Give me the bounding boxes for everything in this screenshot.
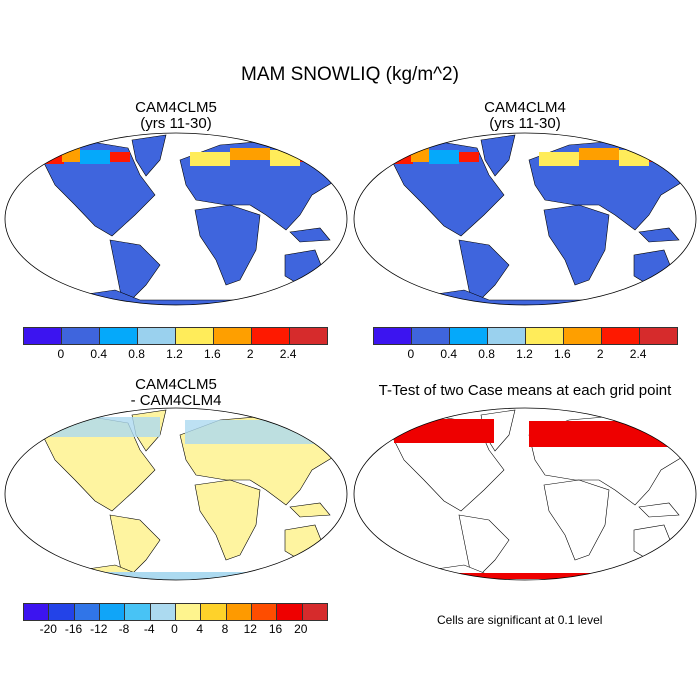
colorbar-tick-label: 0.8 (128, 347, 145, 361)
panel-title-clm4: CAM4CLM4 (yrs 11-30) (375, 100, 675, 132)
panel-subtitle: (yrs 11-30) (489, 115, 561, 132)
panel-title: CAM4CLM5 (135, 376, 217, 393)
colorbar-tick-label: 20 (294, 622, 308, 636)
colorbar-tick-label: 0 (57, 347, 65, 361)
colorbar-tick-label: 0 (171, 622, 178, 636)
colorbar-swatch (150, 604, 176, 620)
colorbar-tick-label: -20 (39, 622, 57, 636)
colorbar-swatch (564, 328, 602, 344)
colorbar-tick-label: 2 (246, 347, 254, 361)
panel-title: CAM4CLM4 (484, 99, 566, 116)
colorbar-swatch (302, 604, 327, 620)
colorbar-tick-label: 2 (596, 347, 604, 361)
colorbar-swatch (201, 604, 227, 620)
colorbar-swatch (62, 328, 100, 344)
colorbar-tick-label: 1.6 (554, 347, 571, 361)
colorbar-tick-label: 2.4 (279, 347, 297, 361)
colorbar-swatch (412, 328, 450, 344)
colorbar-swatch (100, 328, 138, 344)
colorbar-tick-label: 0.8 (478, 347, 495, 361)
map-clm5 (4, 132, 348, 306)
panel-title: CAM4CLM5 (135, 99, 217, 116)
map-clm4 (353, 132, 697, 306)
colorbar-tick-label: 4 (196, 622, 204, 636)
colorbar-tick-label: 0 (407, 347, 415, 361)
colorbar-tick-label: 0.4 (90, 347, 108, 361)
colorbar-swatch (640, 328, 677, 344)
panel-subtitle: (yrs 11-30) (140, 115, 212, 132)
colorbar-swatch (176, 328, 214, 344)
colorbar-swatch (125, 604, 151, 620)
colorbar-swatch (74, 604, 100, 620)
colorbar-swatch (526, 328, 564, 344)
colorbar-tick-label: 8 (221, 622, 229, 636)
colorbar-tick-label: 2.4 (629, 347, 647, 361)
colorbar-swatch (602, 328, 640, 344)
colorbar-swatch (374, 328, 412, 344)
colorbar-tick-label: 1.2 (516, 347, 533, 361)
colorbar-tick-label: -12 (90, 622, 108, 636)
colorbar-diff (23, 603, 328, 621)
colorbar-ticks-clm5: 0 0.4 0.8 1.2 1.6 2 2.4 (23, 347, 326, 361)
colorbar-ticks-diff: -20 -16 -12 -8 -4 0 4 8 12 16 20 (23, 622, 326, 636)
colorbar-swatch (49, 604, 75, 620)
figure-title: MAM SNOWLIQ (kg/m^2) (241, 64, 459, 85)
colorbar-swatch (24, 604, 50, 620)
colorbar-ticks-clm4: 0 0.4 0.8 1.2 1.6 2 2.4 (373, 347, 676, 361)
colorbar-swatch (251, 604, 278, 620)
colorbar-tick-label: -4 (143, 622, 155, 636)
map-difference (4, 407, 348, 581)
colorbar-clm5 (23, 327, 328, 345)
colorbar-tick-label: -16 (64, 622, 83, 636)
colorbar-swatch (252, 328, 290, 344)
colorbar-swatch (214, 328, 252, 344)
colorbar-clm4 (373, 327, 678, 345)
colorbar-swatch (450, 328, 488, 344)
panel-title-ttest: T-Test of two Case means at each grid po… (378, 382, 672, 399)
colorbar-swatch (277, 604, 303, 620)
colorbar-tick-label: 16 (268, 622, 283, 636)
colorbar-swatch (138, 328, 176, 344)
colorbar-swatch (175, 604, 202, 620)
significance-note: Cells are significant at 0.1 level (437, 613, 603, 627)
panel-title-diff: CAM4CLM5 - CAM4CLM4 (26, 377, 326, 409)
colorbar-tick-label: 1.6 (204, 347, 221, 361)
colorbar-tick-label: 1.2 (166, 347, 183, 361)
map-ttest (353, 407, 697, 581)
colorbar-tick-label: 12 (243, 622, 257, 636)
colorbar-tick-label: -8 (118, 622, 130, 636)
colorbar-tick-label: 0.4 (440, 347, 458, 361)
colorbar-swatch (290, 328, 327, 344)
colorbar-swatch (488, 328, 526, 344)
panel-title-clm5: CAM4CLM5 (yrs 11-30) (26, 100, 326, 132)
colorbar-swatch (99, 604, 126, 620)
panel-subtitle: - CAM4CLM4 (130, 392, 222, 409)
colorbar-swatch (24, 328, 62, 344)
colorbar-swatch (226, 604, 252, 620)
